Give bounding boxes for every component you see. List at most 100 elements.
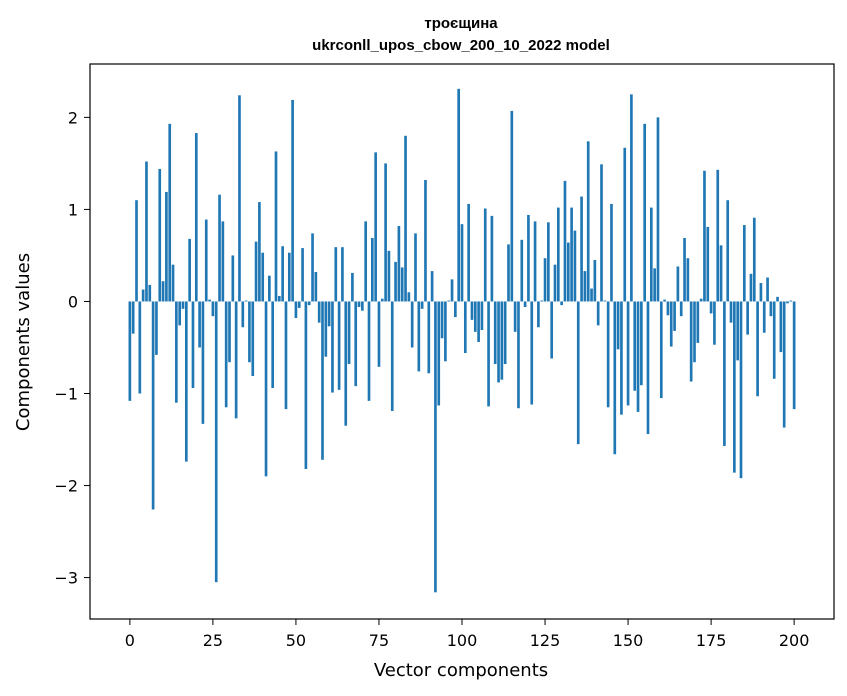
bar-component-39 bbox=[258, 202, 261, 302]
x-tick-label: 0 bbox=[125, 631, 135, 650]
bar-component-3 bbox=[138, 301, 142, 394]
bar-component-187 bbox=[749, 273, 753, 302]
bar-component-116 bbox=[513, 301, 517, 332]
bar-component-16 bbox=[181, 301, 185, 309]
bar-component-13 bbox=[171, 264, 175, 302]
bar-component-1 bbox=[131, 301, 135, 334]
bar-component-126 bbox=[547, 222, 550, 302]
bar-component-171 bbox=[696, 301, 700, 343]
bar-component-68 bbox=[354, 301, 358, 387]
bar-component-77 bbox=[384, 163, 387, 302]
bar-component-30 bbox=[228, 301, 231, 363]
bar-component-65 bbox=[344, 301, 348, 426]
bar-component-192 bbox=[766, 277, 769, 302]
bar-component-159 bbox=[656, 117, 660, 302]
bar-component-128 bbox=[553, 264, 557, 302]
bar-component-19 bbox=[191, 301, 195, 388]
bar-component-199 bbox=[789, 300, 793, 302]
bar-component-108 bbox=[487, 301, 490, 407]
bar-component-191 bbox=[762, 301, 766, 333]
bar-component-36 bbox=[248, 301, 251, 363]
bar-component-74 bbox=[374, 152, 377, 302]
bar-component-97 bbox=[450, 279, 454, 302]
bar-component-92 bbox=[434, 301, 437, 593]
bar-component-169 bbox=[689, 301, 693, 382]
bar-component-173 bbox=[703, 170, 706, 302]
bar-component-88 bbox=[420, 301, 424, 309]
bar-component-0 bbox=[128, 301, 132, 401]
bar-component-115 bbox=[510, 110, 514, 302]
bar-component-181 bbox=[729, 301, 733, 323]
bar-component-55 bbox=[311, 233, 314, 302]
bar-component-141 bbox=[596, 301, 600, 326]
x-tick-label: 50 bbox=[286, 631, 306, 650]
bar-component-6 bbox=[148, 284, 152, 302]
bar-component-146 bbox=[613, 301, 617, 455]
bar-component-123 bbox=[537, 301, 540, 328]
bar-component-194 bbox=[772, 301, 776, 379]
bar-component-163 bbox=[669, 301, 673, 347]
bar-component-180 bbox=[726, 200, 730, 302]
bar-component-98 bbox=[454, 301, 457, 318]
bar-component-120 bbox=[527, 214, 530, 302]
bar-component-119 bbox=[523, 301, 527, 307]
bar-component-132 bbox=[566, 242, 570, 302]
bar-component-162 bbox=[666, 301, 670, 316]
bar-component-142 bbox=[600, 164, 603, 302]
bar-component-138 bbox=[586, 141, 590, 302]
bar-component-61 bbox=[331, 301, 334, 393]
bar-component-71 bbox=[364, 221, 368, 302]
bar-component-48 bbox=[287, 252, 291, 302]
bar-component-154 bbox=[640, 301, 643, 386]
bar-component-129 bbox=[556, 207, 560, 302]
bar-component-5 bbox=[145, 161, 148, 302]
bar-component-124 bbox=[540, 300, 544, 302]
bar-component-183 bbox=[736, 301, 740, 361]
bar-component-112 bbox=[500, 301, 504, 380]
bar-component-107 bbox=[483, 208, 487, 302]
bar-component-158 bbox=[653, 268, 656, 302]
bar-component-7 bbox=[151, 301, 155, 510]
bar-component-131 bbox=[563, 180, 567, 302]
bar-component-121 bbox=[530, 301, 534, 405]
bar-component-70 bbox=[361, 301, 364, 311]
bar-component-86 bbox=[414, 233, 417, 302]
bar-component-118 bbox=[520, 239, 524, 302]
bar-component-177 bbox=[716, 169, 720, 302]
bar-component-198 bbox=[786, 301, 789, 304]
y-tick-label: −2 bbox=[54, 477, 78, 496]
bar-component-195 bbox=[776, 296, 779, 302]
bar-component-21 bbox=[198, 301, 201, 348]
bar-component-152 bbox=[633, 301, 637, 391]
bar-component-172 bbox=[699, 298, 703, 302]
bar-component-143 bbox=[603, 300, 607, 302]
bar-component-63 bbox=[337, 301, 341, 390]
bar-component-24 bbox=[208, 299, 211, 302]
bar-component-42 bbox=[268, 275, 271, 302]
bar-component-100 bbox=[460, 224, 464, 302]
bar-component-76 bbox=[380, 298, 384, 302]
bar-component-95 bbox=[444, 301, 447, 362]
bar-component-102 bbox=[467, 203, 470, 302]
bar-component-84 bbox=[407, 292, 411, 302]
bar-component-29 bbox=[224, 301, 228, 408]
bar-component-175 bbox=[709, 301, 713, 314]
x-tick-label: 75 bbox=[369, 631, 389, 650]
bar-component-87 bbox=[417, 301, 421, 372]
x-axis: 0 25 50 75 100 125 150 175 200 bbox=[125, 619, 809, 650]
bar-component-186 bbox=[746, 301, 749, 335]
bar-component-165 bbox=[676, 266, 680, 302]
x-tick-label: 100 bbox=[447, 631, 478, 650]
bar-component-189 bbox=[756, 301, 759, 397]
bar-component-176 bbox=[713, 301, 716, 345]
bar-component-79 bbox=[390, 301, 394, 411]
bar-component-109 bbox=[490, 215, 494, 302]
bar-component-66 bbox=[347, 301, 351, 365]
bar-component-178 bbox=[719, 245, 723, 302]
bar-component-8 bbox=[155, 301, 158, 355]
bar-component-90 bbox=[427, 301, 431, 374]
bar-component-56 bbox=[314, 272, 318, 302]
bar-component-75 bbox=[377, 301, 381, 367]
